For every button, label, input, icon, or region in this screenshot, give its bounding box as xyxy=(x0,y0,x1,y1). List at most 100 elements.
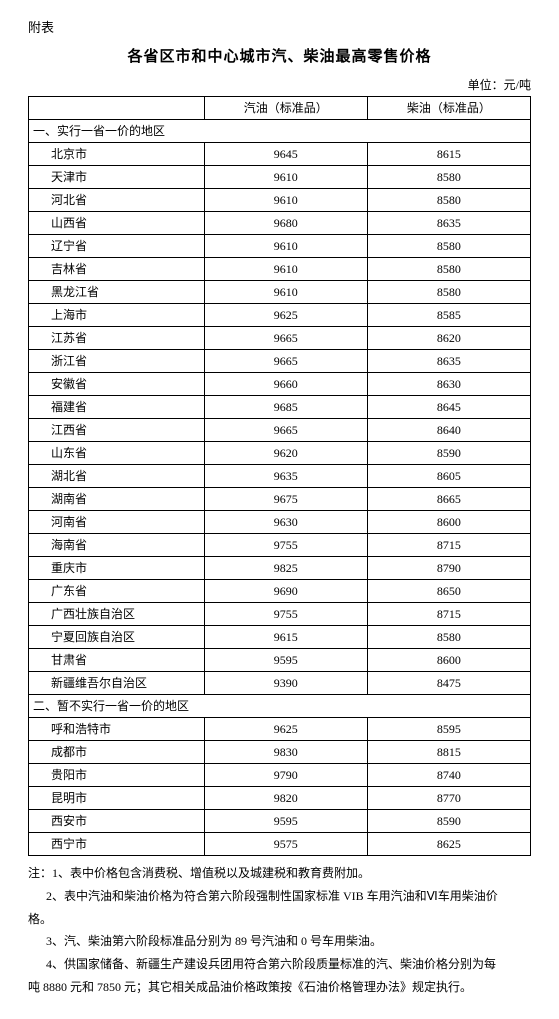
table-row: 昆明市98208770 xyxy=(29,787,531,810)
cell-gasoline: 9630 xyxy=(204,511,367,534)
cell-diesel: 8625 xyxy=(367,833,530,856)
cell-gasoline: 9680 xyxy=(204,212,367,235)
table-row: 安徽省96608630 xyxy=(29,373,531,396)
cell-diesel: 8630 xyxy=(367,373,530,396)
cell-diesel: 8615 xyxy=(367,143,530,166)
cell-gasoline: 9665 xyxy=(204,419,367,442)
cell-gasoline: 9575 xyxy=(204,833,367,856)
table-row: 广东省96908650 xyxy=(29,580,531,603)
cell-region: 成都市 xyxy=(29,741,205,764)
table-row: 海南省97558715 xyxy=(29,534,531,557)
cell-gasoline: 9610 xyxy=(204,235,367,258)
cell-region: 宁夏回族自治区 xyxy=(29,626,205,649)
unit-label: 单位：元/吨 xyxy=(28,76,531,94)
cell-diesel: 8605 xyxy=(367,465,530,488)
cell-region: 山东省 xyxy=(29,442,205,465)
cell-gasoline: 9675 xyxy=(204,488,367,511)
table-row: 宁夏回族自治区96158580 xyxy=(29,626,531,649)
section-title: 二、暂不实行一省一价的地区 xyxy=(29,695,531,718)
cell-gasoline: 9610 xyxy=(204,281,367,304)
cell-gasoline: 9620 xyxy=(204,442,367,465)
cell-region: 吉林省 xyxy=(29,258,205,281)
cell-gasoline: 9635 xyxy=(204,465,367,488)
note-1: 注：1、表中价格包含消费税、增值税以及城建税和教育费附加。 xyxy=(28,862,531,885)
table-row: 山东省96208590 xyxy=(29,442,531,465)
attachment-label: 附表 xyxy=(28,18,531,38)
cell-gasoline: 9665 xyxy=(204,327,367,350)
cell-gasoline: 9390 xyxy=(204,672,367,695)
note-4a: 4、供国家储备、新疆生产建设兵团用符合第六阶段质量标准的汽、柴油价格分别为每 xyxy=(28,953,531,976)
table-row: 广西壮族自治区97558715 xyxy=(29,603,531,626)
cell-diesel: 8790 xyxy=(367,557,530,580)
cell-gasoline: 9755 xyxy=(204,603,367,626)
cell-gasoline: 9755 xyxy=(204,534,367,557)
cell-diesel: 8580 xyxy=(367,281,530,304)
cell-diesel: 8590 xyxy=(367,442,530,465)
table-row: 上海市96258585 xyxy=(29,304,531,327)
cell-diesel: 8590 xyxy=(367,810,530,833)
cell-region: 安徽省 xyxy=(29,373,205,396)
cell-gasoline: 9610 xyxy=(204,166,367,189)
cell-region: 湖南省 xyxy=(29,488,205,511)
cell-gasoline: 9790 xyxy=(204,764,367,787)
cell-gasoline: 9625 xyxy=(204,718,367,741)
page-title: 各省区市和中心城市汽、柴油最高零售价格 xyxy=(28,46,531,69)
cell-gasoline: 9660 xyxy=(204,373,367,396)
cell-diesel: 8600 xyxy=(367,511,530,534)
table-row: 新疆维吾尔自治区93908475 xyxy=(29,672,531,695)
table-row: 天津市96108580 xyxy=(29,166,531,189)
cell-diesel: 8580 xyxy=(367,189,530,212)
cell-region: 西宁市 xyxy=(29,833,205,856)
cell-gasoline: 9830 xyxy=(204,741,367,764)
price-table: 汽油（标准品） 柴油（标准品） 一、实行一省一价的地区北京市96458615天津… xyxy=(28,96,531,856)
cell-diesel: 8475 xyxy=(367,672,530,695)
cell-diesel: 8715 xyxy=(367,603,530,626)
cell-gasoline: 9625 xyxy=(204,304,367,327)
cell-gasoline: 9610 xyxy=(204,189,367,212)
cell-gasoline: 9685 xyxy=(204,396,367,419)
notes-block: 注：1、表中价格包含消费税、增值税以及城建税和教育费附加。 2、表中汽油和柴油价… xyxy=(28,862,531,999)
cell-diesel: 8740 xyxy=(367,764,530,787)
cell-diesel: 8585 xyxy=(367,304,530,327)
cell-region: 重庆市 xyxy=(29,557,205,580)
cell-region: 甘肃省 xyxy=(29,649,205,672)
cell-region: 河南省 xyxy=(29,511,205,534)
cell-region: 天津市 xyxy=(29,166,205,189)
cell-region: 湖北省 xyxy=(29,465,205,488)
cell-region: 上海市 xyxy=(29,304,205,327)
cell-region: 贵阳市 xyxy=(29,764,205,787)
note-3: 3、汽、柴油第六阶段标准品分别为 89 号汽油和 0 号车用柴油。 xyxy=(28,930,531,953)
table-row: 黑龙江省96108580 xyxy=(29,281,531,304)
table-row: 贵阳市97908740 xyxy=(29,764,531,787)
table-row: 西宁市95758625 xyxy=(29,833,531,856)
cell-region: 广东省 xyxy=(29,580,205,603)
cell-region: 江苏省 xyxy=(29,327,205,350)
table-row: 湖南省96758665 xyxy=(29,488,531,511)
cell-diesel: 8635 xyxy=(367,212,530,235)
section-row: 一、实行一省一价的地区 xyxy=(29,120,531,143)
table-row: 辽宁省96108580 xyxy=(29,235,531,258)
note-2a: 2、表中汽油和柴油价格为符合第六阶段强制性国家标准 VIB 车用汽油和Ⅵ车用柴油… xyxy=(28,885,531,908)
cell-region: 广西壮族自治区 xyxy=(29,603,205,626)
table-row: 成都市98308815 xyxy=(29,741,531,764)
cell-region: 河北省 xyxy=(29,189,205,212)
cell-region: 海南省 xyxy=(29,534,205,557)
cell-region: 山西省 xyxy=(29,212,205,235)
cell-diesel: 8815 xyxy=(367,741,530,764)
cell-region: 呼和浩特市 xyxy=(29,718,205,741)
cell-region: 福建省 xyxy=(29,396,205,419)
table-header-row: 汽油（标准品） 柴油（标准品） xyxy=(29,97,531,120)
section-row: 二、暂不实行一省一价的地区 xyxy=(29,695,531,718)
table-row: 河南省96308600 xyxy=(29,511,531,534)
cell-diesel: 8620 xyxy=(367,327,530,350)
table-row: 重庆市98258790 xyxy=(29,557,531,580)
table-row: 甘肃省95958600 xyxy=(29,649,531,672)
cell-gasoline: 9595 xyxy=(204,810,367,833)
cell-diesel: 8580 xyxy=(367,235,530,258)
table-row: 北京市96458615 xyxy=(29,143,531,166)
cell-diesel: 8580 xyxy=(367,258,530,281)
cell-gasoline: 9665 xyxy=(204,350,367,373)
cell-diesel: 8580 xyxy=(367,626,530,649)
cell-diesel: 8650 xyxy=(367,580,530,603)
table-row: 福建省96858645 xyxy=(29,396,531,419)
